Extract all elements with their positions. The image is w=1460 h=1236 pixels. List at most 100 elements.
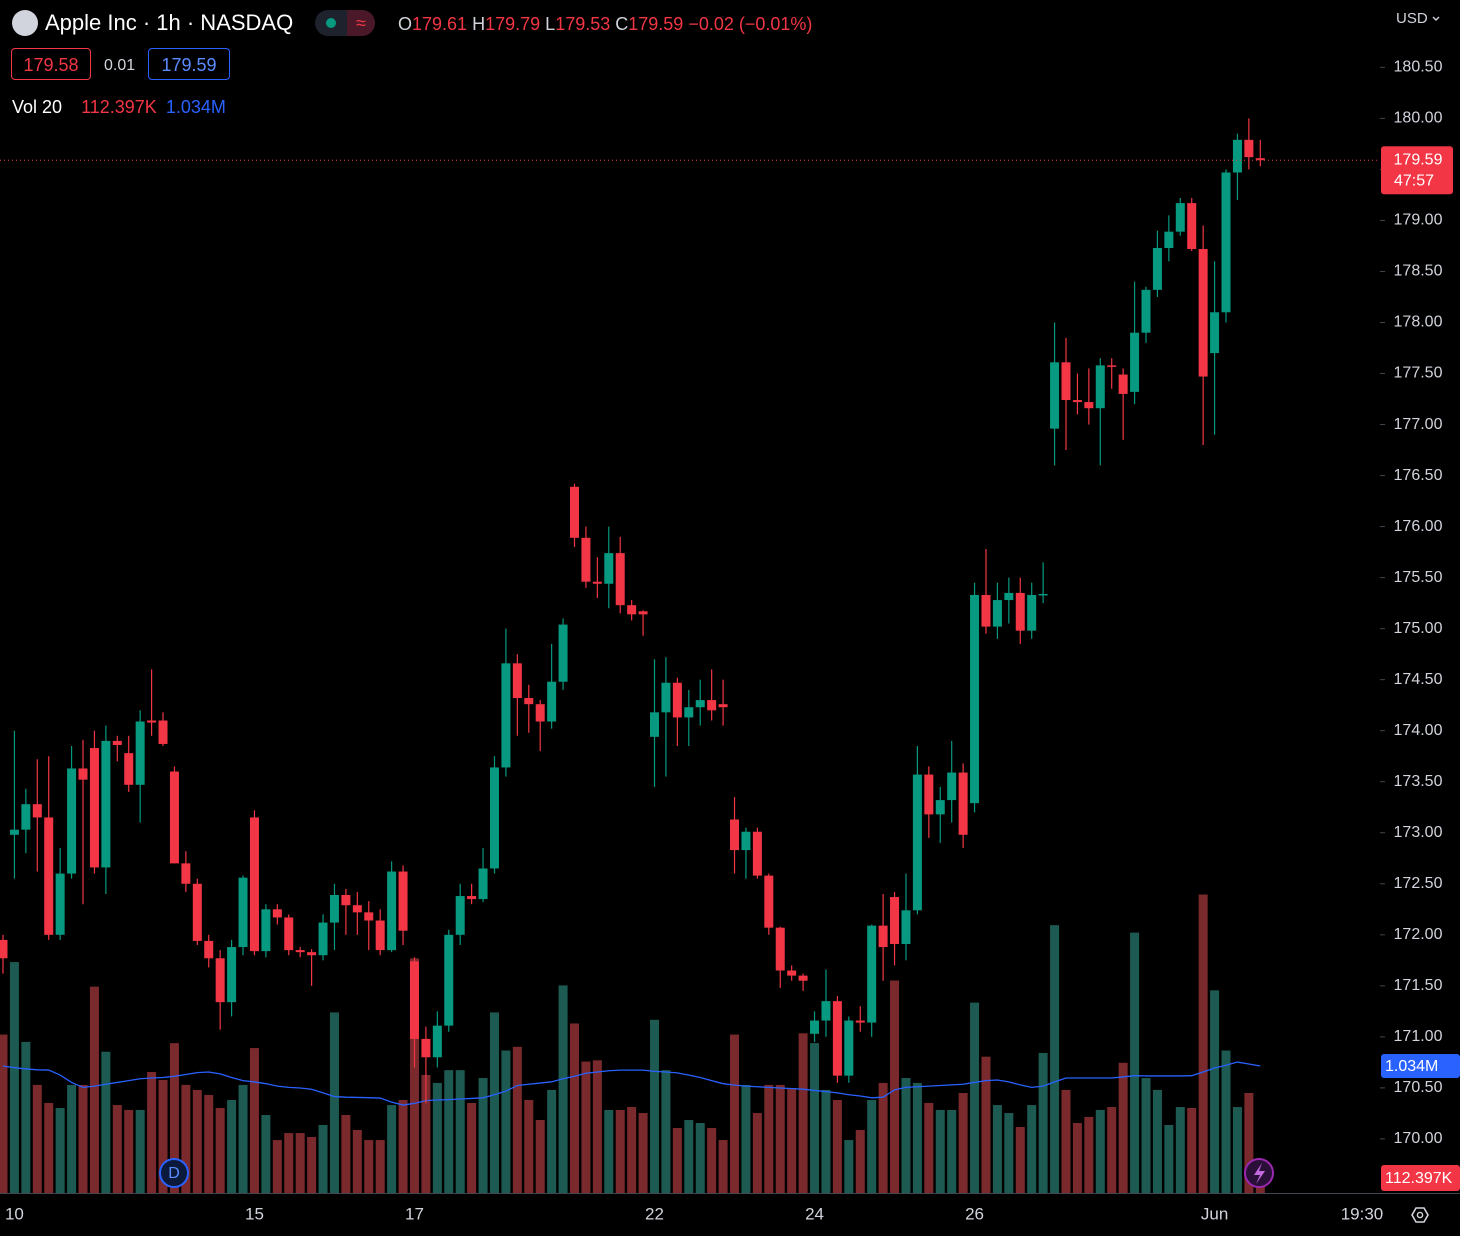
volume-bar xyxy=(1187,1107,1197,1193)
candle-body xyxy=(672,682,682,718)
volume-bar xyxy=(535,1120,545,1193)
volume-bar xyxy=(581,1061,591,1193)
volume-bar xyxy=(295,1133,305,1193)
x-tick-label: 17 xyxy=(405,1204,424,1223)
buy-button[interactable]: 179.59 xyxy=(148,48,230,80)
y-tick-label: 177.00 xyxy=(1394,416,1443,433)
volume-bar xyxy=(227,1100,237,1193)
y-tick-label: 176.50 xyxy=(1394,467,1443,484)
volume-bar xyxy=(890,980,900,1193)
spread: 0.01 xyxy=(104,57,136,74)
candle-body xyxy=(375,920,385,951)
ohlc-letter: C xyxy=(615,14,629,34)
candle-body xyxy=(272,909,282,918)
candle-body xyxy=(478,868,488,900)
symbol-title[interactable]: Apple Inc · 1h · NASDAQ xyxy=(45,10,294,35)
volume-bar xyxy=(204,1094,214,1193)
volume-bar xyxy=(124,1109,134,1193)
dividends-button[interactable] xyxy=(159,1158,189,1188)
candle-body xyxy=(489,767,499,869)
candle-body xyxy=(570,486,579,538)
candle-body xyxy=(1027,594,1037,631)
volume-bar xyxy=(718,1140,728,1193)
volume-bar xyxy=(1038,1052,1048,1193)
candle-body xyxy=(650,712,660,737)
volume-bar xyxy=(764,1084,774,1193)
y-tick-label: 171.00 xyxy=(1394,1028,1443,1045)
market-status[interactable]: ≈ xyxy=(315,10,375,36)
volume-bar xyxy=(650,1019,660,1193)
volume-bar xyxy=(672,1128,682,1193)
volume-bar xyxy=(810,1043,820,1193)
volume-bar xyxy=(615,1109,625,1193)
candle-body xyxy=(615,553,625,606)
volume-bar xyxy=(215,1107,225,1193)
candle-body xyxy=(21,804,31,830)
candle-body xyxy=(832,1001,842,1076)
volume-bar xyxy=(112,1105,122,1193)
change-value: −0.02 (−0.01%) xyxy=(688,14,813,34)
candle-body xyxy=(169,771,179,864)
volume-bar xyxy=(147,1072,157,1193)
sell-button[interactable]: 179.58 xyxy=(11,48,91,80)
candle-body xyxy=(227,947,237,1003)
volume-bar xyxy=(821,1089,831,1193)
volume-bar xyxy=(249,1048,259,1193)
candle-body xyxy=(409,961,419,1039)
volume-legend: Vol 20 112.397K 1.034M xyxy=(12,97,226,118)
volume-box xyxy=(1381,1165,1460,1191)
y-tick-label: 176.00 xyxy=(1394,518,1443,535)
volume-bar xyxy=(0,1034,8,1193)
candle-body xyxy=(124,753,134,785)
volume-bar xyxy=(1164,1124,1174,1193)
volume-bar xyxy=(272,1140,282,1193)
candle-body xyxy=(55,873,65,935)
candle-body xyxy=(352,905,362,913)
volume-bar xyxy=(1004,1113,1014,1193)
settings-button[interactable] xyxy=(1411,1207,1429,1223)
candle-body xyxy=(147,720,157,723)
y-tick-label: 173.50 xyxy=(1394,773,1443,790)
volume-bar xyxy=(604,1109,614,1193)
volume-bar xyxy=(387,1105,397,1193)
x-tick-label: 26 xyxy=(965,1204,984,1223)
volume-bar xyxy=(947,1109,957,1193)
volume-ma-line xyxy=(2,1061,1261,1106)
candle-body xyxy=(1061,362,1071,401)
volume-bar xyxy=(1244,1093,1254,1193)
candle-body xyxy=(764,875,774,928)
currency-label[interactable]: USD xyxy=(1396,10,1428,27)
volume-bar xyxy=(44,1102,54,1193)
candle-body xyxy=(1118,374,1128,394)
candle-body xyxy=(581,537,591,582)
volume-bar xyxy=(169,1043,179,1193)
volume-bar xyxy=(627,1107,637,1193)
candle-body xyxy=(661,682,671,713)
volume-bar xyxy=(832,1100,842,1193)
volume-bar xyxy=(375,1140,385,1193)
candle-body xyxy=(1038,593,1048,596)
ohlc-letter: O xyxy=(398,14,413,34)
events-icon xyxy=(1254,1163,1265,1184)
candle-body xyxy=(707,700,717,711)
candle-body xyxy=(901,910,911,944)
candle-body xyxy=(787,970,797,976)
volume-bar xyxy=(741,1084,751,1193)
candle-body xyxy=(398,871,408,931)
y-tick-label: 178.50 xyxy=(1394,263,1443,280)
candle-body xyxy=(318,922,328,956)
candle-body xyxy=(295,950,305,953)
volume-bar xyxy=(547,1089,557,1193)
x-tick-label: 24 xyxy=(805,1204,824,1223)
candle-body xyxy=(44,817,54,935)
candle-body xyxy=(924,774,934,815)
volume-bar xyxy=(364,1140,374,1193)
candle-body xyxy=(1004,592,1014,601)
candle-body xyxy=(810,1020,820,1034)
candle-body xyxy=(181,863,191,884)
ohlc-letter: H xyxy=(472,14,486,34)
volume-bar xyxy=(158,1079,168,1193)
candle-body xyxy=(947,772,957,801)
volume-bar xyxy=(524,1100,534,1193)
